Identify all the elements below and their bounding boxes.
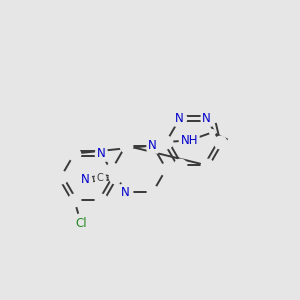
Text: Cl: Cl (75, 217, 87, 230)
Text: N: N (121, 186, 130, 199)
Text: C: C (97, 173, 104, 183)
Text: N: N (202, 112, 211, 125)
Text: NH: NH (180, 134, 198, 147)
Text: N: N (81, 173, 89, 186)
Text: N: N (175, 112, 184, 125)
Text: N: N (97, 147, 106, 160)
Text: N: N (148, 139, 157, 152)
